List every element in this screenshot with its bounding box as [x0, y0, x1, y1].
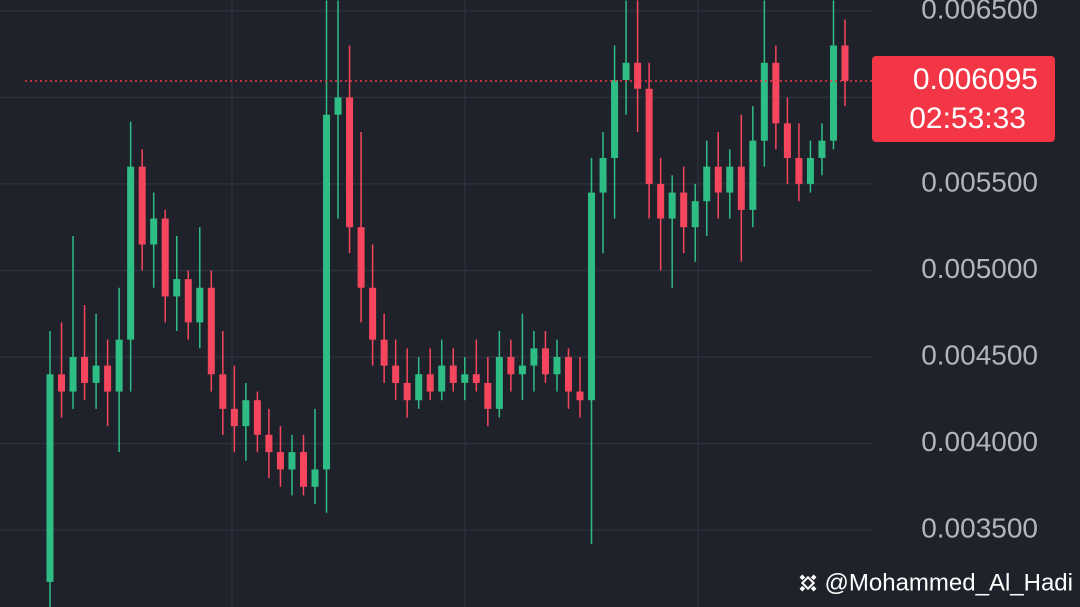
candle-body	[657, 183, 665, 219]
candle-body	[150, 218, 158, 245]
candle-body	[484, 382, 492, 409]
candle-body	[576, 391, 584, 401]
candle-body	[714, 166, 722, 193]
candle-body	[81, 356, 89, 383]
candle-body	[772, 62, 780, 124]
y-tick-label: 0.004500	[921, 339, 1038, 370]
candle-body	[806, 157, 814, 184]
candle-body	[737, 166, 745, 210]
candle-body	[311, 469, 319, 487]
candle-body	[449, 365, 457, 383]
candle-body	[599, 157, 607, 193]
candle-body	[438, 365, 446, 392]
candle-body	[334, 97, 342, 115]
candle-body	[276, 452, 284, 470]
candle-body	[472, 374, 480, 383]
candle-body	[818, 140, 826, 158]
candle-body	[553, 356, 561, 375]
candle-body	[461, 374, 469, 383]
candle-body	[495, 356, 503, 409]
candles	[46, 0, 849, 607]
price-marker: 0.006095 02:53:33	[25, 56, 1055, 142]
candle-body	[415, 374, 423, 401]
candle-body	[357, 227, 365, 288]
candle-body	[323, 114, 331, 470]
candle-body	[58, 374, 66, 392]
candle-body	[242, 400, 250, 427]
candle-body	[403, 382, 411, 401]
candle-body	[46, 374, 54, 582]
candle-body	[611, 80, 619, 158]
candle-body	[749, 140, 757, 210]
y-tick-label: 0.004000	[921, 426, 1038, 457]
candle-body	[680, 192, 688, 228]
candle-body	[645, 88, 653, 184]
watermark: @Mohammed_Al_Hadi	[799, 569, 1073, 596]
countdown-label: 02:53:33	[909, 102, 1026, 135]
candle-body	[219, 374, 227, 409]
candle-body	[92, 365, 100, 383]
candle-body	[69, 356, 77, 392]
candle-body	[829, 45, 837, 141]
candle-body	[230, 408, 238, 427]
candle-body	[622, 62, 630, 81]
candle-body	[668, 192, 676, 219]
candle-body	[530, 348, 538, 366]
candle-body	[783, 123, 791, 158]
last-price-label: 0.006095	[913, 63, 1038, 96]
y-tick-label: 0.003500	[921, 512, 1038, 543]
last-price-box	[872, 56, 1055, 142]
candle-body	[392, 365, 400, 383]
candle-body	[138, 166, 146, 245]
candle-body	[703, 166, 711, 202]
candle-body	[726, 166, 734, 193]
candle-body	[288, 452, 296, 470]
candle-body	[380, 339, 388, 366]
candle-body	[841, 45, 849, 81]
candle-body	[564, 356, 572, 392]
y-tick-label: 0.005500	[921, 166, 1038, 197]
candle-body	[299, 452, 307, 487]
candle-body	[253, 400, 261, 435]
candle-body	[161, 218, 169, 297]
candle-body	[634, 62, 642, 89]
candle-body	[507, 356, 515, 375]
candle-body	[426, 374, 434, 392]
candle-body	[369, 287, 377, 340]
candle-body	[104, 365, 112, 392]
candle-body	[115, 339, 123, 392]
candle-body	[541, 348, 549, 375]
candle-body	[588, 192, 596, 401]
candle-body	[795, 157, 803, 184]
candle-body	[265, 434, 273, 453]
watermark-text: @Mohammed_Al_Hadi	[825, 569, 1073, 596]
y-tick-label: 0.006500	[921, 0, 1038, 24]
candle-body	[760, 62, 768, 141]
candle-body	[184, 279, 192, 323]
candle-body	[691, 201, 699, 228]
candle-body	[346, 97, 354, 228]
candle-body	[196, 287, 204, 323]
candle-body	[127, 166, 135, 340]
candle-body	[173, 279, 181, 297]
y-tick-label: 0.005000	[921, 253, 1038, 284]
candle-body	[207, 287, 215, 375]
candle-body	[518, 365, 526, 375]
